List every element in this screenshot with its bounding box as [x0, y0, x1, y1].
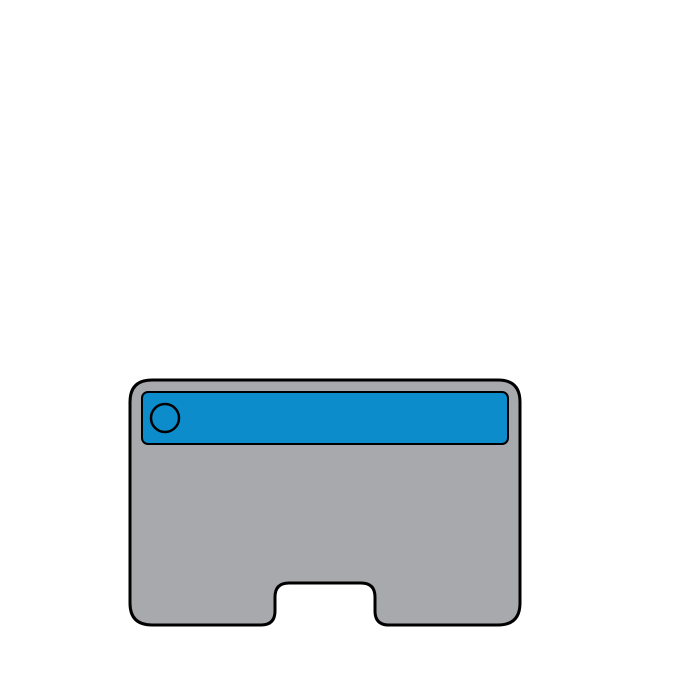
terminal-strip	[142, 392, 508, 444]
